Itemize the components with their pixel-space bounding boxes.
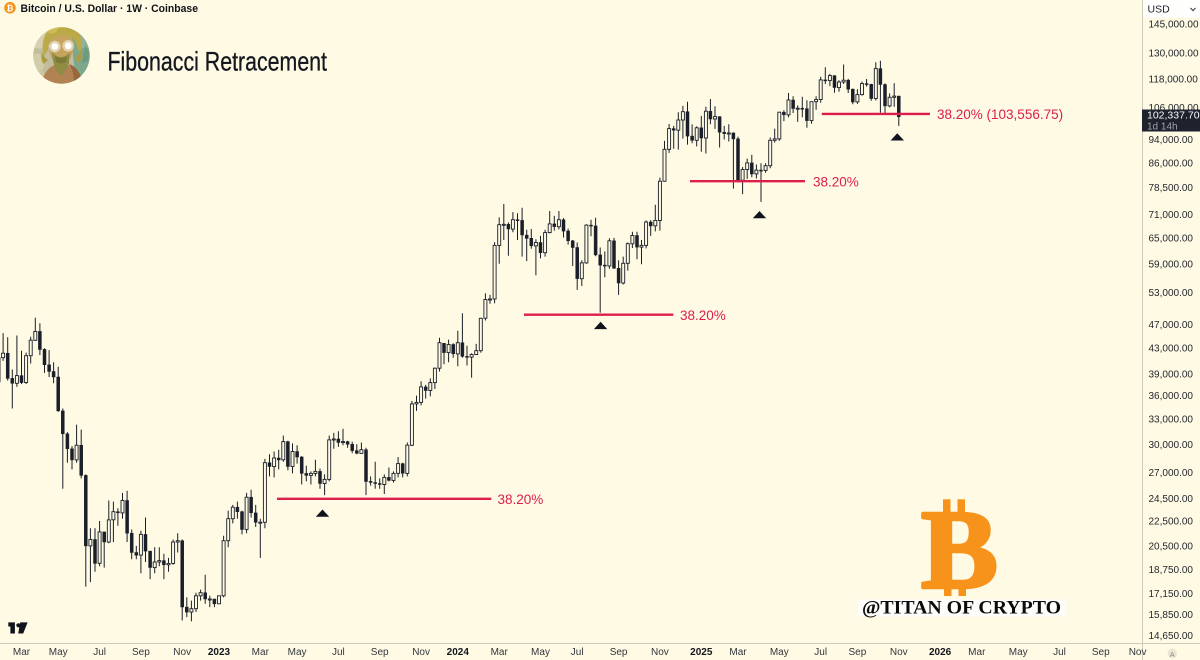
svg-text:24,500.00: 24,500.00 <box>1149 494 1194 505</box>
svg-text:Mar: Mar <box>729 647 747 658</box>
svg-text:15,850.00: 15,850.00 <box>1149 610 1194 621</box>
svg-text:18,750.00: 18,750.00 <box>1149 565 1194 576</box>
svg-text:Sep: Sep <box>371 647 389 658</box>
svg-text:Bitcoin / U.S. Dollar · 1W · C: Bitcoin / U.S. Dollar · 1W · Coinbase <box>21 3 199 15</box>
svg-text:86,000.00: 86,000.00 <box>1149 159 1194 170</box>
svg-text:2025: 2025 <box>690 647 713 658</box>
svg-text:Mar: Mar <box>13 647 31 658</box>
svg-text:1d 14h: 1d 14h <box>1147 121 1178 132</box>
svg-text:Nov: Nov <box>1129 647 1147 658</box>
svg-text:2026: 2026 <box>929 647 952 658</box>
svg-text:May: May <box>49 647 68 658</box>
svg-text:Mar: Mar <box>491 647 509 658</box>
svg-text:43,000.00: 43,000.00 <box>1149 344 1194 355</box>
svg-text:May: May <box>531 647 550 658</box>
svg-text:May: May <box>288 647 307 658</box>
svg-text:May: May <box>1009 647 1028 658</box>
svg-text:Sep: Sep <box>132 647 150 658</box>
svg-text:65,000.00: 65,000.00 <box>1149 233 1194 244</box>
svg-text:17,150.00: 17,150.00 <box>1149 589 1194 600</box>
svg-text:118,000.00: 118,000.00 <box>1149 74 1199 85</box>
svg-text:May: May <box>770 647 789 658</box>
svg-text:53,000.00: 53,000.00 <box>1149 288 1194 299</box>
svg-text:A: A <box>1170 650 1175 659</box>
svg-text:38.20%: 38.20% <box>813 175 859 190</box>
svg-text:78,500.00: 78,500.00 <box>1149 183 1194 194</box>
svg-text:38.20% (103,556.75): 38.20% (103,556.75) <box>937 107 1063 122</box>
svg-text:30,000.00: 30,000.00 <box>1149 440 1194 451</box>
svg-text:Sep: Sep <box>1092 647 1110 658</box>
svg-text:Jul: Jul <box>332 647 345 658</box>
svg-text:145,000.00: 145,000.00 <box>1149 19 1199 30</box>
svg-text:39,000.00: 39,000.00 <box>1149 370 1194 381</box>
svg-text:Jul: Jul <box>571 647 584 658</box>
svg-text:33,000.00: 33,000.00 <box>1149 414 1194 425</box>
svg-text:14,650.00: 14,650.00 <box>1149 631 1194 642</box>
svg-text:27,000.00: 27,000.00 <box>1149 468 1194 479</box>
svg-text:Sep: Sep <box>849 647 867 658</box>
svg-text:Mar: Mar <box>968 647 986 658</box>
svg-text:36,000.00: 36,000.00 <box>1149 391 1194 402</box>
svg-text:20,500.00: 20,500.00 <box>1149 541 1194 552</box>
svg-text:59,000.00: 59,000.00 <box>1149 259 1194 270</box>
svg-text:2024: 2024 <box>447 647 470 658</box>
svg-text:38.20%: 38.20% <box>498 492 544 507</box>
svg-text:₿: ₿ <box>7 3 14 13</box>
svg-text:Nov: Nov <box>412 647 430 658</box>
svg-text:Sep: Sep <box>610 647 628 658</box>
svg-text:Nov: Nov <box>890 647 908 658</box>
svg-text:Mar: Mar <box>252 647 270 658</box>
svg-text:Nov: Nov <box>651 647 669 658</box>
svg-text:Jul: Jul <box>814 647 827 658</box>
svg-text:Jul: Jul <box>1053 647 1066 658</box>
svg-text:102,337.70: 102,337.70 <box>1147 109 1200 121</box>
svg-text:Fibonacci Retracement: Fibonacci Retracement <box>108 47 328 77</box>
svg-text:106,000.00: 106,000.00 <box>1149 103 1199 114</box>
svg-text:USD: USD <box>1148 4 1171 16</box>
svg-text:38.20%: 38.20% <box>680 308 726 323</box>
svg-text:71,000.00: 71,000.00 <box>1149 210 1194 221</box>
svg-text:94,000.00: 94,000.00 <box>1149 135 1194 146</box>
svg-text:2023: 2023 <box>208 647 231 658</box>
svg-text:@TITAN OF CRYPTO: @TITAN OF CRYPTO <box>862 599 1061 619</box>
svg-text:130,000.00: 130,000.00 <box>1149 48 1199 59</box>
svg-text:47,000.00: 47,000.00 <box>1149 320 1194 331</box>
svg-text:Jul: Jul <box>93 647 106 658</box>
svg-text:Nov: Nov <box>173 647 191 658</box>
svg-text:22,500.00: 22,500.00 <box>1149 517 1194 528</box>
